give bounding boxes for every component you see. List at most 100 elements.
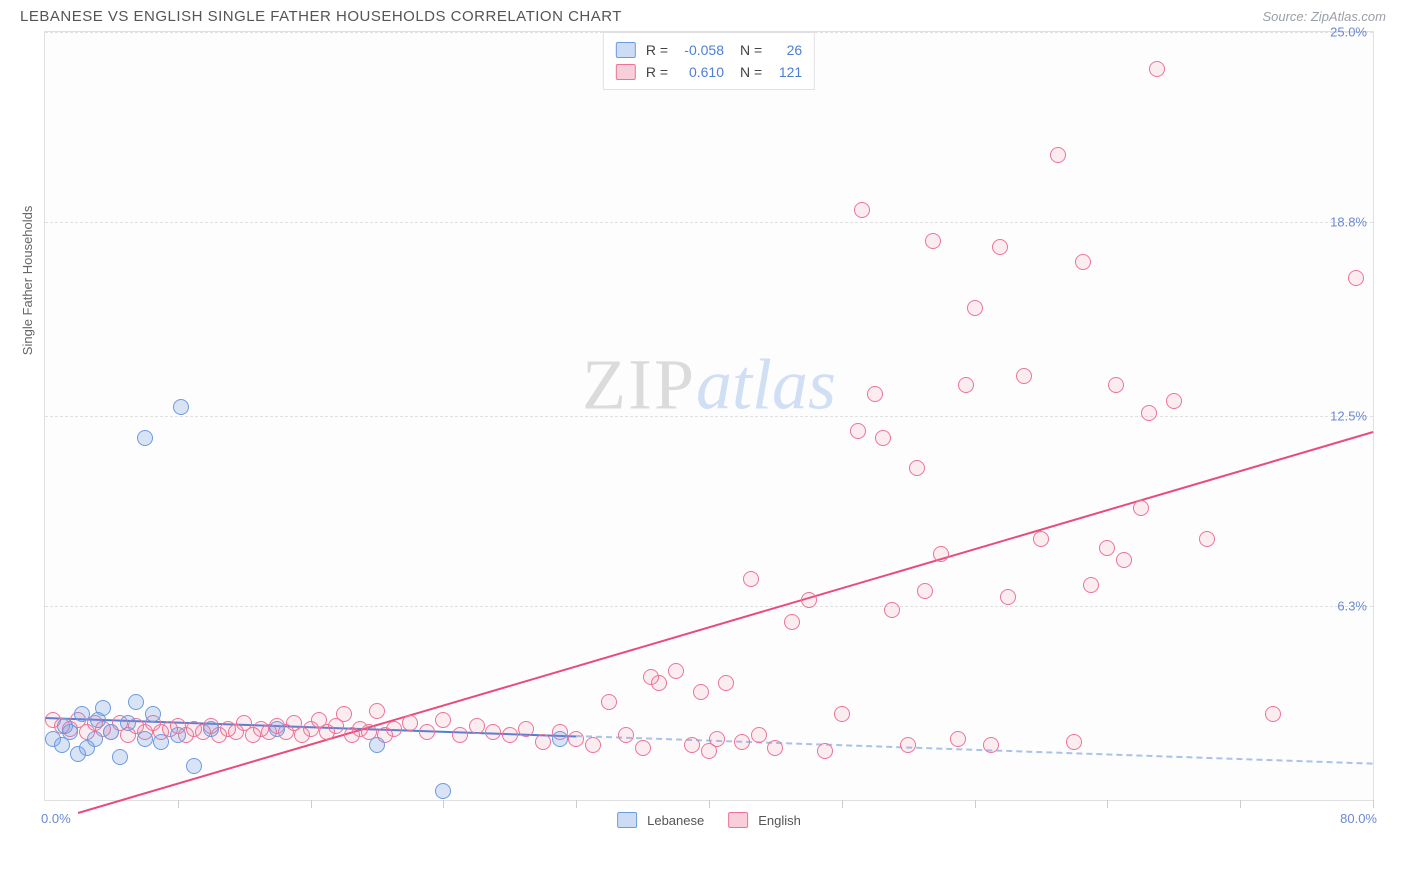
stats-row-english: R = 0.610 N = 121	[616, 61, 802, 83]
x-tick	[311, 800, 312, 808]
y-tick-label: 6.3%	[1337, 599, 1367, 614]
scatter-point-english	[419, 724, 435, 740]
correlation-chart: ZIPatlas 6.3%12.5%18.8%25.0% R = -0.058 …	[44, 31, 1374, 801]
legend-swatch-english-icon	[728, 812, 748, 828]
scatter-point-english	[950, 731, 966, 747]
y-axis-title: Single Father Households	[20, 206, 35, 356]
scatter-point-english	[435, 712, 451, 728]
scatter-point-lebanese	[128, 694, 144, 710]
scatter-point-english	[585, 737, 601, 753]
scatter-point-english	[684, 737, 700, 753]
x-tick	[443, 800, 444, 808]
scatter-point-lebanese	[112, 749, 128, 765]
scatter-point-english	[801, 592, 817, 608]
scatter-point-lebanese	[145, 706, 161, 722]
scatter-point-lebanese	[435, 783, 451, 799]
scatter-point-english	[485, 724, 501, 740]
scatter-point-lebanese	[170, 727, 186, 743]
scatter-point-english	[933, 546, 949, 562]
legend-label-lebanese: Lebanese	[647, 813, 704, 828]
source-label: Source:	[1262, 9, 1310, 24]
y-tick-label: 18.8%	[1330, 215, 1367, 230]
scatter-point-lebanese	[103, 724, 119, 740]
scatter-point-english	[1149, 61, 1165, 77]
gridline	[45, 416, 1373, 417]
scatter-point-english	[469, 718, 485, 734]
x-tick	[842, 800, 843, 808]
scatter-point-english	[1108, 377, 1124, 393]
scatter-point-english	[1116, 552, 1132, 568]
n-label: N =	[740, 61, 762, 83]
scatter-point-lebanese	[74, 706, 90, 722]
scatter-point-english	[601, 694, 617, 710]
scatter-point-english	[693, 684, 709, 700]
scatter-point-english	[1166, 393, 1182, 409]
scatter-point-english	[1348, 270, 1364, 286]
x-axis-max-label: 80.0%	[1340, 811, 1377, 826]
scatter-point-lebanese	[173, 399, 189, 415]
scatter-point-english	[1066, 734, 1082, 750]
scatter-point-english	[884, 602, 900, 618]
legend-swatch-lebanese-icon	[617, 812, 637, 828]
scatter-point-lebanese	[120, 715, 136, 731]
legend-label-english: English	[758, 813, 801, 828]
scatter-point-english	[743, 571, 759, 587]
scatter-point-lebanese	[153, 734, 169, 750]
stats-row-lebanese: R = -0.058 N = 26	[616, 39, 802, 61]
source-name: ZipAtlas.com	[1311, 9, 1386, 24]
scatter-point-english	[336, 706, 352, 722]
scatter-point-english	[734, 734, 750, 750]
scatter-point-english	[618, 727, 634, 743]
scatter-point-english	[1141, 405, 1157, 421]
scatter-point-english	[875, 430, 891, 446]
scatter-point-english	[502, 727, 518, 743]
scatter-point-english	[709, 731, 725, 747]
scatter-point-lebanese	[87, 731, 103, 747]
n-label: N =	[740, 39, 762, 61]
n-value-english: 121	[768, 61, 802, 83]
chart-legend: Lebanese English	[617, 812, 801, 828]
scatter-point-english	[1083, 577, 1099, 593]
swatch-english-icon	[616, 64, 636, 80]
scatter-point-english	[535, 734, 551, 750]
scatter-point-lebanese	[186, 758, 202, 774]
scatter-point-lebanese	[95, 700, 111, 716]
x-tick	[1373, 800, 1374, 808]
x-axis-min-label: 0.0%	[41, 811, 71, 826]
scatter-point-english	[767, 740, 783, 756]
x-tick	[975, 800, 976, 808]
r-label: R =	[646, 39, 668, 61]
r-label: R =	[646, 61, 668, 83]
scatter-point-english	[402, 715, 418, 731]
scatter-point-lebanese	[62, 724, 78, 740]
scatter-point-english	[909, 460, 925, 476]
y-tick-label: 12.5%	[1330, 409, 1367, 424]
scatter-point-lebanese	[369, 737, 385, 753]
scatter-point-english	[386, 721, 402, 737]
scatter-point-english	[651, 675, 667, 691]
correlation-stats-box: R = -0.058 N = 26 R = 0.610 N = 121	[603, 32, 815, 90]
plot-area: 6.3%12.5%18.8%25.0%	[45, 32, 1373, 800]
gridline	[45, 606, 1373, 607]
y-tick-label: 25.0%	[1330, 25, 1367, 40]
scatter-point-english	[1000, 589, 1016, 605]
scatter-point-english	[1016, 368, 1032, 384]
chart-header: LEBANESE VS ENGLISH SINGLE FATHER HOUSEH…	[0, 0, 1406, 31]
scatter-point-lebanese	[552, 731, 568, 747]
legend-item-english: English	[728, 812, 801, 828]
scatter-point-english	[958, 377, 974, 393]
scatter-point-lebanese	[137, 731, 153, 747]
swatch-lebanese-icon	[616, 42, 636, 58]
scatter-point-english	[1075, 254, 1091, 270]
legend-item-lebanese: Lebanese	[617, 812, 704, 828]
x-tick	[178, 800, 179, 808]
scatter-point-english	[817, 743, 833, 759]
x-tick	[1240, 800, 1241, 808]
n-value-lebanese: 26	[768, 39, 802, 61]
scatter-point-english	[854, 202, 870, 218]
scatter-point-english	[1199, 531, 1215, 547]
scatter-point-english	[867, 386, 883, 402]
source-attribution: Source: ZipAtlas.com	[1262, 9, 1386, 24]
scatter-point-english	[834, 706, 850, 722]
scatter-point-english	[983, 737, 999, 753]
